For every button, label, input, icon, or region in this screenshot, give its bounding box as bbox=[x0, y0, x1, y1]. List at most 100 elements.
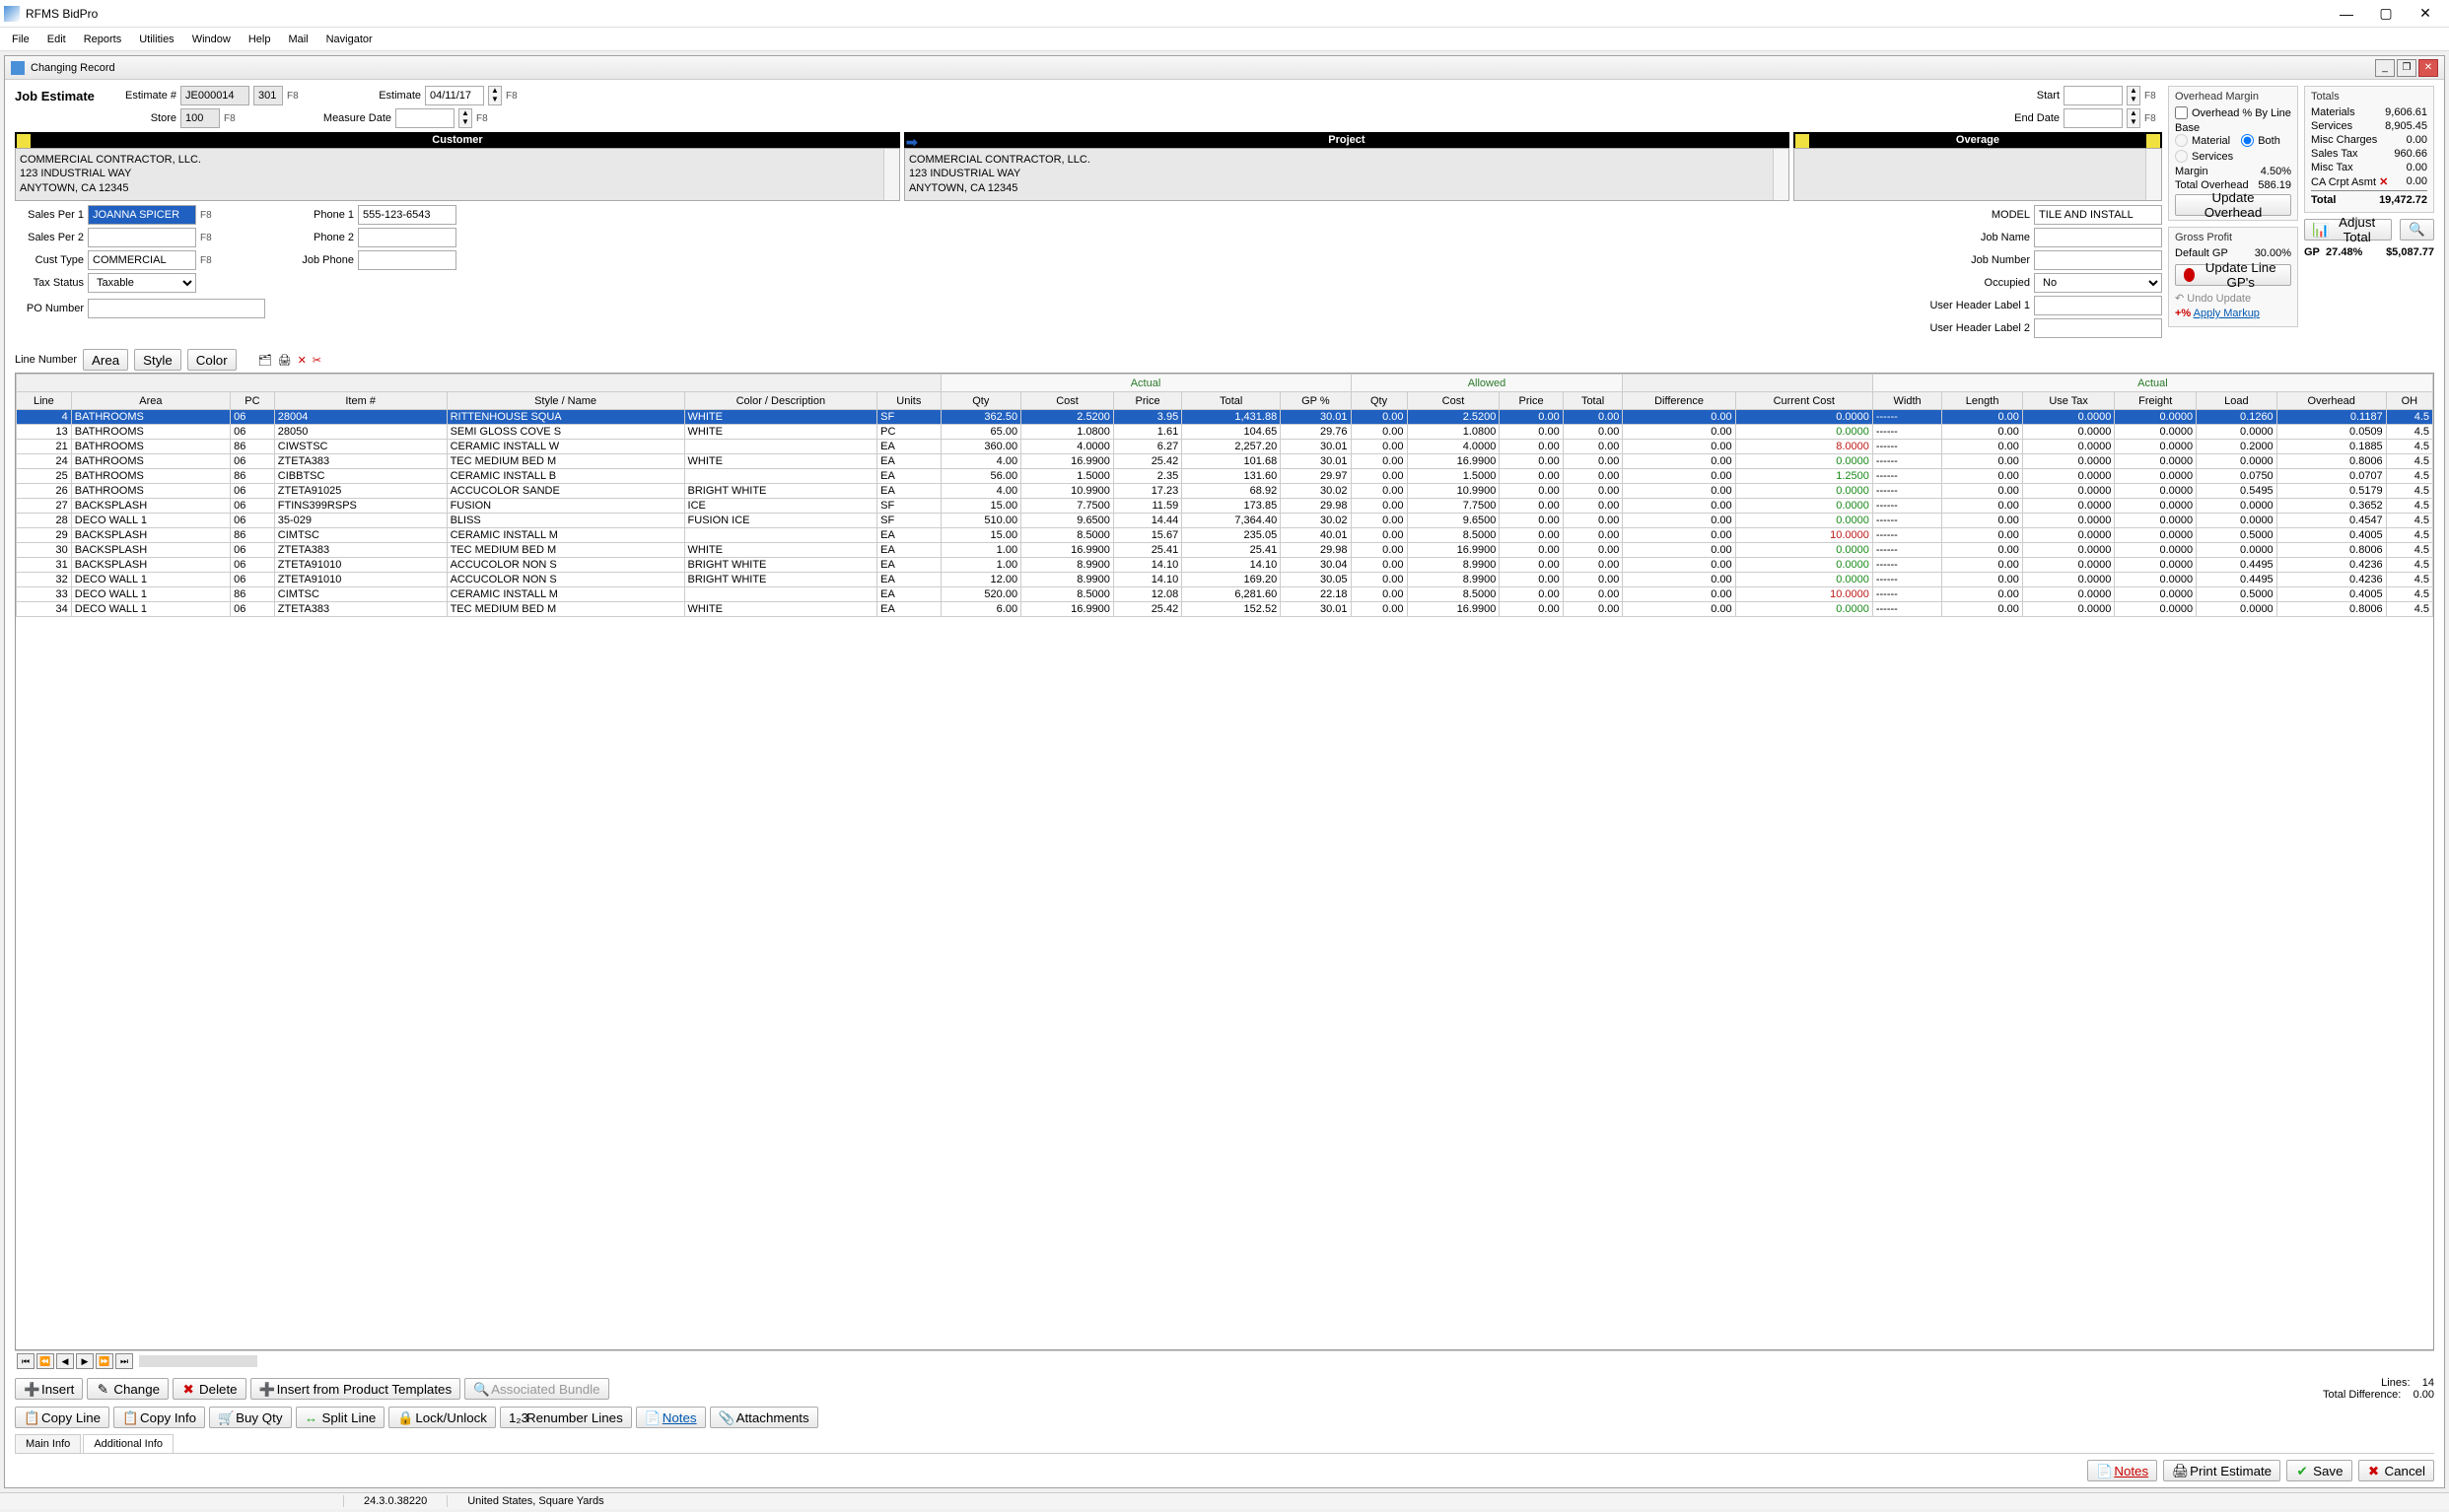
col-header[interactable]: Width bbox=[1872, 392, 1941, 410]
menu-file[interactable]: File bbox=[4, 32, 37, 47]
cell[interactable]: 30.02 bbox=[1281, 514, 1351, 528]
cell[interactable]: 0.4236 bbox=[2276, 558, 2386, 573]
cell[interactable]: 0.00 bbox=[1942, 558, 2023, 573]
cell[interactable]: BACKSPLASH bbox=[71, 499, 230, 514]
cell[interactable]: 0.0000 bbox=[1735, 602, 1872, 617]
toolbar-icon[interactable]: 🖨 bbox=[278, 354, 292, 367]
cell[interactable]: 0.0000 bbox=[1735, 410, 1872, 425]
cell[interactable]: 0.00 bbox=[1942, 484, 2023, 499]
cell[interactable]: 2.35 bbox=[1113, 469, 1181, 484]
cell[interactable]: 0.0000 bbox=[2022, 484, 2114, 499]
update-overhead-button[interactable]: Update Overhead bbox=[2175, 194, 2291, 216]
table-row[interactable]: 34DECO WALL 106ZTETA383TEC MEDIUM BED MW… bbox=[17, 602, 2433, 617]
tax-status-select[interactable]: Taxable bbox=[88, 273, 196, 293]
cell[interactable]: 0.0000 bbox=[2022, 543, 2114, 558]
cell[interactable]: 4.5 bbox=[2386, 469, 2432, 484]
cell[interactable]: DECO WALL 1 bbox=[71, 573, 230, 587]
cell[interactable]: 0.00 bbox=[1563, 573, 1623, 587]
phone1-input[interactable] bbox=[358, 205, 456, 225]
cell[interactable]: BATHROOMS bbox=[71, 440, 230, 454]
cell[interactable]: 0.1187 bbox=[2276, 410, 2386, 425]
cell[interactable]: 13 bbox=[17, 425, 72, 440]
cell[interactable]: 10.9900 bbox=[1021, 484, 1114, 499]
cell[interactable]: 0.00 bbox=[1500, 454, 1563, 469]
cell[interactable]: 0.0000 bbox=[1735, 573, 1872, 587]
cell[interactable]: ACCUCOLOR SANDE bbox=[447, 484, 684, 499]
cell[interactable]: 4.5 bbox=[2386, 425, 2432, 440]
estimate-date-input[interactable] bbox=[425, 86, 484, 105]
cell[interactable]: 0.0000 bbox=[2197, 499, 2277, 514]
cell[interactable]: 6.00 bbox=[941, 602, 1021, 617]
col-header[interactable]: Line bbox=[17, 392, 72, 410]
col-header[interactable]: Color / Description bbox=[684, 392, 877, 410]
cell[interactable]: EA bbox=[877, 602, 941, 617]
nav-next-page-button[interactable]: ⏩ bbox=[96, 1353, 113, 1369]
cell[interactable]: 29.76 bbox=[1281, 425, 1351, 440]
maximize-button[interactable]: ▢ bbox=[2366, 2, 2406, 26]
cell[interactable]: 0.2000 bbox=[2197, 440, 2277, 454]
cell[interactable]: 8.9900 bbox=[1021, 558, 1114, 573]
cell[interactable]: 0.00 bbox=[1942, 602, 2023, 617]
cell[interactable]: 0.00 bbox=[1500, 410, 1563, 425]
cell[interactable]: 06 bbox=[231, 499, 275, 514]
cell[interactable]: 25.41 bbox=[1182, 543, 1281, 558]
cell[interactable]: 8.5000 bbox=[1021, 587, 1114, 602]
cell[interactable]: 0.0000 bbox=[1735, 425, 1872, 440]
cell[interactable]: 1.5000 bbox=[1021, 469, 1114, 484]
delete-button[interactable]: ✖Delete bbox=[173, 1378, 246, 1400]
cell[interactable]: BLISS bbox=[447, 514, 684, 528]
tab-main-info[interactable]: Main Info bbox=[15, 1434, 81, 1453]
cell[interactable]: 0.00 bbox=[1563, 514, 1623, 528]
cell[interactable]: 0.00 bbox=[1623, 528, 1735, 543]
cell[interactable]: 56.00 bbox=[941, 469, 1021, 484]
menu-navigator[interactable]: Navigator bbox=[318, 32, 381, 47]
cell[interactable]: 10.0000 bbox=[1735, 528, 1872, 543]
cell[interactable]: 0.0000 bbox=[1735, 499, 1872, 514]
cancel-button[interactable]: ✖Cancel bbox=[2358, 1460, 2435, 1481]
tab-additional-info[interactable]: Additional Info bbox=[83, 1434, 174, 1453]
mdi-close-button[interactable]: ✕ bbox=[2418, 59, 2438, 77]
cell[interactable]: 0.0000 bbox=[2022, 558, 2114, 573]
cell[interactable]: 0.5000 bbox=[2197, 528, 2277, 543]
cell[interactable]: 0.0000 bbox=[1735, 484, 1872, 499]
cell[interactable]: 0.0509 bbox=[2276, 425, 2386, 440]
update-line-gp-button[interactable]: Update Line GP's bbox=[2175, 264, 2291, 286]
cell[interactable]: 0.00 bbox=[1563, 454, 1623, 469]
jobnum-input[interactable] bbox=[2034, 250, 2162, 270]
cell[interactable]: 0.00 bbox=[1623, 602, 1735, 617]
cell[interactable]: EA bbox=[877, 484, 941, 499]
notes-button[interactable]: 📄Notes bbox=[636, 1407, 706, 1428]
split-line-button[interactable]: ↔Split Line bbox=[296, 1407, 385, 1428]
cell[interactable]: 22.18 bbox=[1281, 587, 1351, 602]
cell[interactable]: 0.4495 bbox=[2197, 558, 2277, 573]
cell[interactable]: 6.27 bbox=[1113, 440, 1181, 454]
col-header[interactable]: Style / Name bbox=[447, 392, 684, 410]
cell[interactable]: 40.01 bbox=[1281, 528, 1351, 543]
cell[interactable]: 4.5 bbox=[2386, 410, 2432, 425]
col-header[interactable]: Current Cost bbox=[1735, 392, 1872, 410]
insert-button[interactable]: ➕Insert bbox=[15, 1378, 83, 1400]
cell[interactable]: 0.00 bbox=[1351, 528, 1407, 543]
save-button[interactable]: ✔Save bbox=[2286, 1460, 2351, 1481]
cell[interactable]: BRIGHT WHITE bbox=[684, 573, 877, 587]
cell[interactable]: 0.4236 bbox=[2276, 573, 2386, 587]
cell[interactable]: EA bbox=[877, 528, 941, 543]
cell[interactable]: CERAMIC INSTALL M bbox=[447, 587, 684, 602]
start-date-spinner[interactable]: ▲▼ bbox=[2127, 86, 2140, 105]
cell[interactable]: 0.5495 bbox=[2197, 484, 2277, 499]
cell[interactable]: 25.42 bbox=[1113, 602, 1181, 617]
cell[interactable]: 0.5179 bbox=[2276, 484, 2386, 499]
cell[interactable]: 0.00 bbox=[1500, 602, 1563, 617]
table-row[interactable]: 33DECO WALL 186CIMTSCCERAMIC INSTALL MEA… bbox=[17, 587, 2433, 602]
cell[interactable]: EA bbox=[877, 469, 941, 484]
cell[interactable]: 0.0000 bbox=[2197, 454, 2277, 469]
cell[interactable]: BACKSPLASH bbox=[71, 528, 230, 543]
cell[interactable]: 9.6500 bbox=[1407, 514, 1500, 528]
toolbar-icon[interactable]: ✂ bbox=[313, 354, 321, 367]
cell[interactable]: 4.5 bbox=[2386, 454, 2432, 469]
cell[interactable]: 0.00 bbox=[1351, 469, 1407, 484]
cell[interactable]: ------ bbox=[1872, 573, 1941, 587]
copy-line-button[interactable]: 📋Copy Line bbox=[15, 1407, 109, 1428]
cell[interactable]: TEC MEDIUM BED M bbox=[447, 543, 684, 558]
menu-reports[interactable]: Reports bbox=[76, 32, 130, 47]
